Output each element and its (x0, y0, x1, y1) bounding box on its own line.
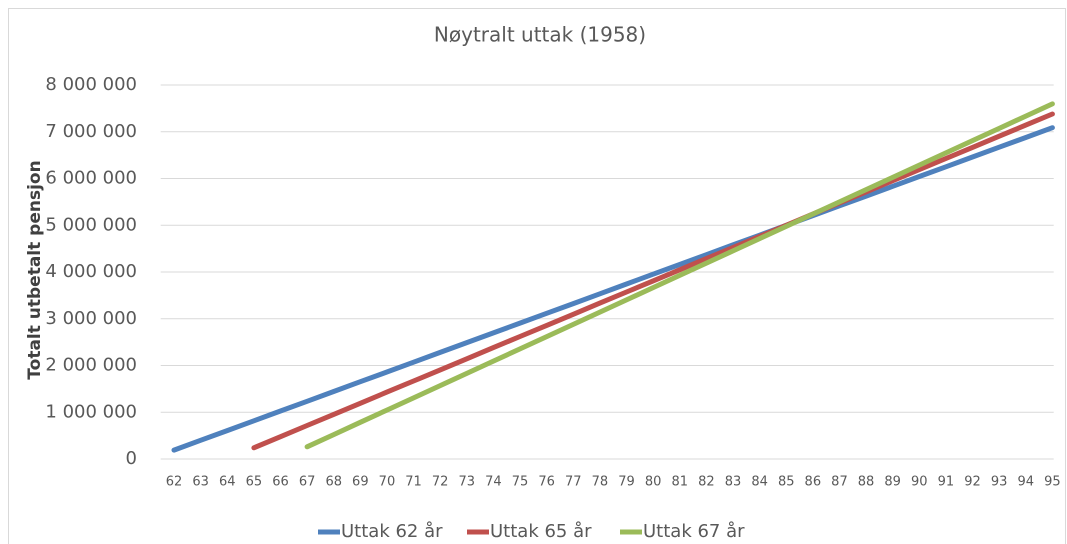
x-tick-label: 91 (938, 475, 955, 490)
series-line (251, 111, 1055, 451)
y-tick-label: 3 000 000 (45, 308, 137, 329)
x-tick-label: 67 (299, 475, 316, 490)
x-tick-label: 78 (592, 475, 609, 490)
x-tick-label: 73 (459, 475, 476, 490)
legend-label: Uttak 62 år (341, 521, 443, 542)
x-tick-label: 94 (1018, 475, 1035, 490)
x-tick-label: 66 (272, 475, 289, 490)
x-tick-label: 65 (246, 475, 263, 490)
x-tick-label: 72 (432, 475, 449, 490)
x-tick-label: 86 (805, 475, 822, 490)
x-tick-label: 77 (565, 475, 582, 490)
x-tick-label: 83 (725, 475, 742, 490)
x-tick-label: 80 (645, 475, 662, 490)
chart-title: Nøytralt uttak (1958) (434, 23, 646, 47)
x-tick-label: 92 (964, 475, 981, 490)
x-tick-label: 71 (405, 475, 422, 490)
x-tick-label: 63 (192, 475, 209, 490)
x-tick-label: 90 (911, 475, 928, 490)
x-tick-label: 74 (485, 475, 502, 490)
x-tick-label: 75 (512, 475, 529, 490)
y-tick-label: 1 000 000 (45, 401, 137, 422)
y-tick-label: 0 (126, 448, 137, 469)
x-tick-label: 89 (884, 475, 901, 490)
x-tick-label: 70 (379, 475, 396, 490)
legend-label: Uttak 67 år (643, 521, 745, 542)
series-line (171, 125, 1055, 453)
x-tick-label: 95 (1044, 475, 1061, 490)
legend-label: Uttak 65 år (490, 521, 592, 542)
x-tick-label: 93 (991, 475, 1008, 490)
x-tick-label: 88 (858, 475, 875, 490)
series-line (304, 101, 1055, 450)
x-tick-label: 62 (166, 475, 183, 490)
x-tick-label: 85 (778, 475, 795, 490)
y-tick-label: 7 000 000 (45, 121, 137, 142)
y-axis-label: Totalt utbetalt pensjon (25, 160, 45, 379)
y-tick-label: 6 000 000 (45, 168, 137, 189)
y-tick-label: 8 000 000 (45, 74, 137, 95)
y-tick-label: 2 000 000 (45, 355, 137, 376)
x-tick-label: 79 (618, 475, 635, 490)
x-tick-label: 76 (538, 475, 555, 490)
x-tick-label: 68 (325, 475, 342, 490)
x-tick-label: 82 (698, 475, 715, 490)
x-tick-label: 87 (831, 475, 848, 490)
x-tick-label: 84 (751, 475, 768, 490)
x-tick-label: 69 (352, 475, 369, 490)
chart-border (8, 8, 1066, 544)
x-tick-label: 81 (671, 475, 688, 490)
x-tick-label: 64 (219, 475, 236, 490)
y-tick-label: 5 000 000 (45, 214, 137, 235)
y-tick-label: 4 000 000 (45, 261, 137, 282)
